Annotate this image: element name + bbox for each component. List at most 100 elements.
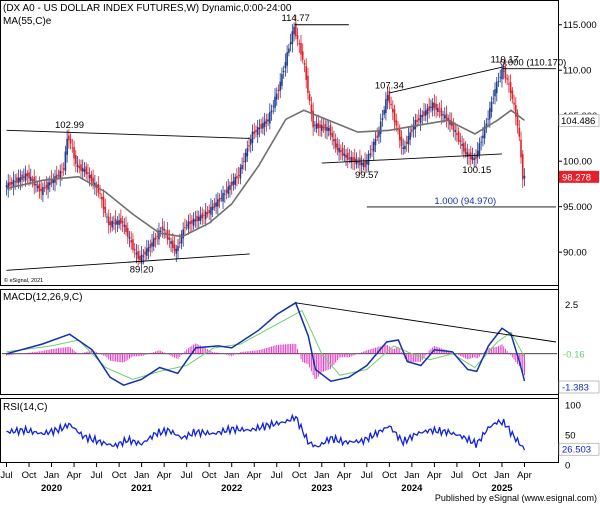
candle-body xyxy=(114,218,117,225)
month-label: Apr xyxy=(517,470,532,481)
candle-body xyxy=(509,82,512,94)
candle-body xyxy=(24,173,27,181)
candle-body xyxy=(151,242,153,247)
candle-body xyxy=(392,108,394,113)
candle-body xyxy=(104,206,107,213)
candle-body xyxy=(412,125,415,130)
candle-body xyxy=(372,141,375,152)
candle-body xyxy=(109,221,112,226)
candle-body xyxy=(73,147,75,159)
price-level-label: 110.17 xyxy=(490,55,518,66)
candle-body xyxy=(177,246,179,251)
candle-body xyxy=(88,174,91,179)
candle-body xyxy=(201,213,204,219)
candle-body xyxy=(352,157,354,162)
candle-body xyxy=(64,151,67,171)
candle-body xyxy=(435,103,437,110)
candle-body xyxy=(262,123,264,129)
month-label: Jul xyxy=(181,470,193,481)
candle-body xyxy=(367,154,370,165)
candle-body xyxy=(17,177,20,183)
candle-body xyxy=(457,131,460,142)
candle-body xyxy=(144,251,146,255)
candle-body xyxy=(334,139,337,148)
candle-body xyxy=(520,139,522,158)
candle-body xyxy=(307,75,309,94)
candle-body xyxy=(232,180,235,185)
candle-body xyxy=(204,211,207,220)
candle-body xyxy=(376,135,379,138)
candle-body xyxy=(92,177,94,184)
candle-body xyxy=(87,172,89,175)
candle-body xyxy=(289,42,292,45)
candle-body xyxy=(230,181,233,187)
candle-body xyxy=(452,121,455,131)
candle-body xyxy=(152,238,155,247)
candle-body xyxy=(26,173,29,177)
price-trendline xyxy=(389,66,505,94)
candle-body xyxy=(243,161,245,162)
candle-body xyxy=(282,70,285,73)
moving-average-line xyxy=(6,109,525,238)
candle-body xyxy=(419,114,422,123)
candle-body xyxy=(405,141,408,144)
candle-body xyxy=(57,175,60,177)
month-label: Apr xyxy=(247,470,262,481)
candle-body xyxy=(147,247,150,252)
macd-panel-title: MACD(12,26,9,C) xyxy=(3,292,82,303)
candle-body xyxy=(511,90,514,99)
candle-body xyxy=(350,156,353,163)
candle-body xyxy=(333,139,335,142)
candle-body xyxy=(426,108,429,115)
candle-body xyxy=(14,181,16,183)
candle-body xyxy=(506,78,508,80)
copyright-text: © eSignal, 2021 xyxy=(4,277,43,284)
candle-body xyxy=(161,226,164,230)
candle-body xyxy=(293,26,295,35)
candle-body xyxy=(348,157,351,159)
candle-body xyxy=(300,42,302,55)
candle-body xyxy=(362,162,365,167)
candle-body xyxy=(194,219,197,222)
candle-body xyxy=(121,220,124,224)
candle-body xyxy=(312,110,314,128)
candle-body xyxy=(471,156,474,161)
candle-body xyxy=(428,106,430,111)
candle-body xyxy=(487,118,489,120)
candle-body xyxy=(495,81,498,94)
candle-body xyxy=(107,216,110,226)
candle-body xyxy=(255,130,257,133)
candle-body xyxy=(353,157,356,163)
candle-body xyxy=(390,103,392,106)
candle-body xyxy=(489,108,491,120)
candle-body xyxy=(305,66,307,80)
candle-body xyxy=(175,248,178,254)
candle-body xyxy=(10,181,13,185)
candle-body xyxy=(281,74,283,86)
candle-body xyxy=(31,179,34,182)
candle-body xyxy=(523,175,526,179)
candle-body xyxy=(369,153,372,156)
candle-body xyxy=(36,185,39,189)
candle-body xyxy=(120,218,122,224)
candle-body xyxy=(111,220,113,228)
candle-body xyxy=(269,111,271,124)
candle-body xyxy=(417,118,420,121)
candle-body xyxy=(55,174,58,179)
price-level-label: 99.57 xyxy=(355,170,379,181)
candle-body xyxy=(213,203,216,208)
month-label: Jan xyxy=(134,470,149,481)
candle-body xyxy=(267,119,269,122)
candle-body xyxy=(388,90,391,103)
candle-body xyxy=(443,115,446,119)
candle-body xyxy=(433,102,436,108)
candle-body xyxy=(80,164,82,171)
candle-body xyxy=(430,106,432,108)
candle-body xyxy=(125,225,127,233)
candle-body xyxy=(128,237,131,239)
chart-title: (DX A0 - US DOLLAR INDEX FUTURES,W) Dyna… xyxy=(3,3,292,14)
candle-body xyxy=(331,133,333,138)
candle-body xyxy=(504,66,507,79)
candle-body xyxy=(132,239,134,250)
macd-line xyxy=(6,301,526,387)
